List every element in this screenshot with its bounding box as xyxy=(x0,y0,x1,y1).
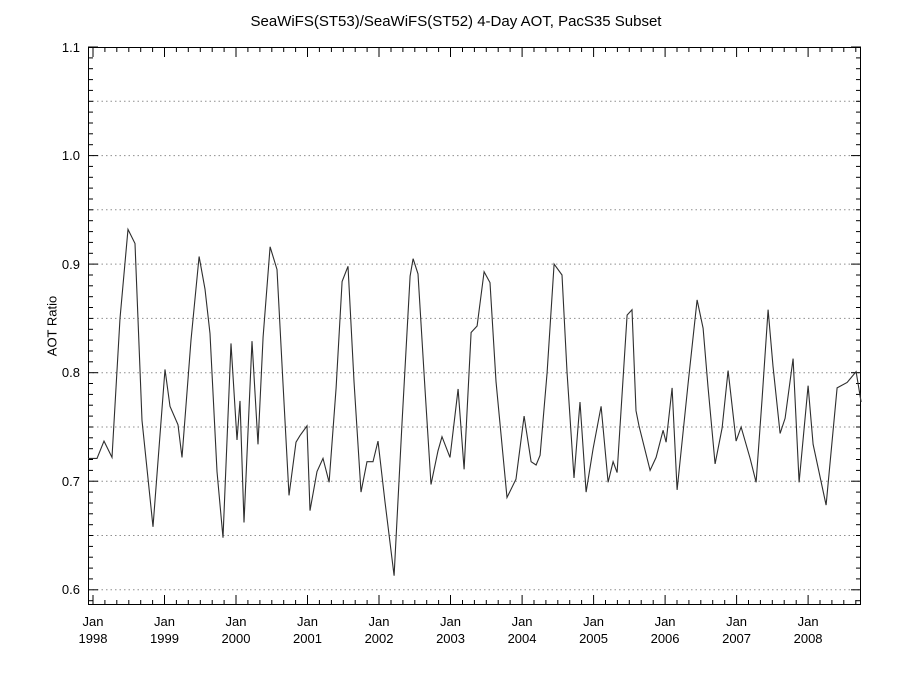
y-tick-label: 1.0 xyxy=(61,148,80,164)
x-tick-month: Jan xyxy=(726,614,748,629)
x-tick-month: Jan xyxy=(654,614,676,629)
x-tick-year: 1999 xyxy=(150,631,179,646)
x-tick-year: 2006 xyxy=(650,631,680,646)
x-tick-year: 2000 xyxy=(221,631,251,646)
x-tick-month: Jan xyxy=(154,614,175,629)
x-tick-month: Jan xyxy=(440,614,462,629)
y-tick-label: 0.9 xyxy=(61,256,80,272)
x-tick-year: 1998 xyxy=(78,631,108,646)
x-tick-year: 2005 xyxy=(579,631,608,646)
x-tick-label: Jan 2004 xyxy=(490,613,554,647)
x-tick-year: 2007 xyxy=(722,631,752,646)
x-tick-year: 2002 xyxy=(364,631,394,646)
chart-title: SeaWiFS(ST53)/SeaWiFS(ST52) 4-Day AOT, P… xyxy=(250,13,662,30)
x-tick-label: Jan 2008 xyxy=(776,613,840,647)
x-tick-label: Jan 2005 xyxy=(562,613,626,647)
y-tick-label: 1.1 xyxy=(61,39,80,55)
x-tick-month: Jan xyxy=(583,614,605,629)
x-tick-month: Jan xyxy=(225,614,247,629)
x-tick-year: 2003 xyxy=(436,631,465,646)
x-tick-label: Jan 2006 xyxy=(633,613,697,647)
x-tick-label: Jan 2007 xyxy=(705,613,769,647)
plot-area xyxy=(88,46,862,605)
x-tick-month: Jan xyxy=(511,614,533,629)
x-tick-year: 2004 xyxy=(507,631,537,646)
y-tick-label: 0.6 xyxy=(61,582,80,598)
x-tick-month: Jan xyxy=(368,614,390,629)
x-tick-year: 2001 xyxy=(293,631,322,646)
axis-box xyxy=(88,47,861,605)
x-tick-label: Jan 1998 xyxy=(61,613,125,647)
x-tick-label: Jan 1999 xyxy=(133,613,197,647)
x-tick-label: Jan 2001 xyxy=(276,613,340,647)
data-line xyxy=(88,227,862,576)
x-tick-month: Jan xyxy=(797,614,819,629)
x-tick-label: Jan 2000 xyxy=(204,613,268,647)
x-tick-label: Jan 2002 xyxy=(347,613,411,647)
y-axis-title: AOT Ratio xyxy=(44,295,60,357)
x-tick-month: Jan xyxy=(82,614,104,629)
y-tick-label: 0.8 xyxy=(61,365,80,381)
x-tick-month: Jan xyxy=(297,614,318,629)
y-tick-label: 0.7 xyxy=(61,473,80,489)
x-tick-year: 2008 xyxy=(793,631,823,646)
x-tick-label: Jan 2003 xyxy=(419,613,483,647)
